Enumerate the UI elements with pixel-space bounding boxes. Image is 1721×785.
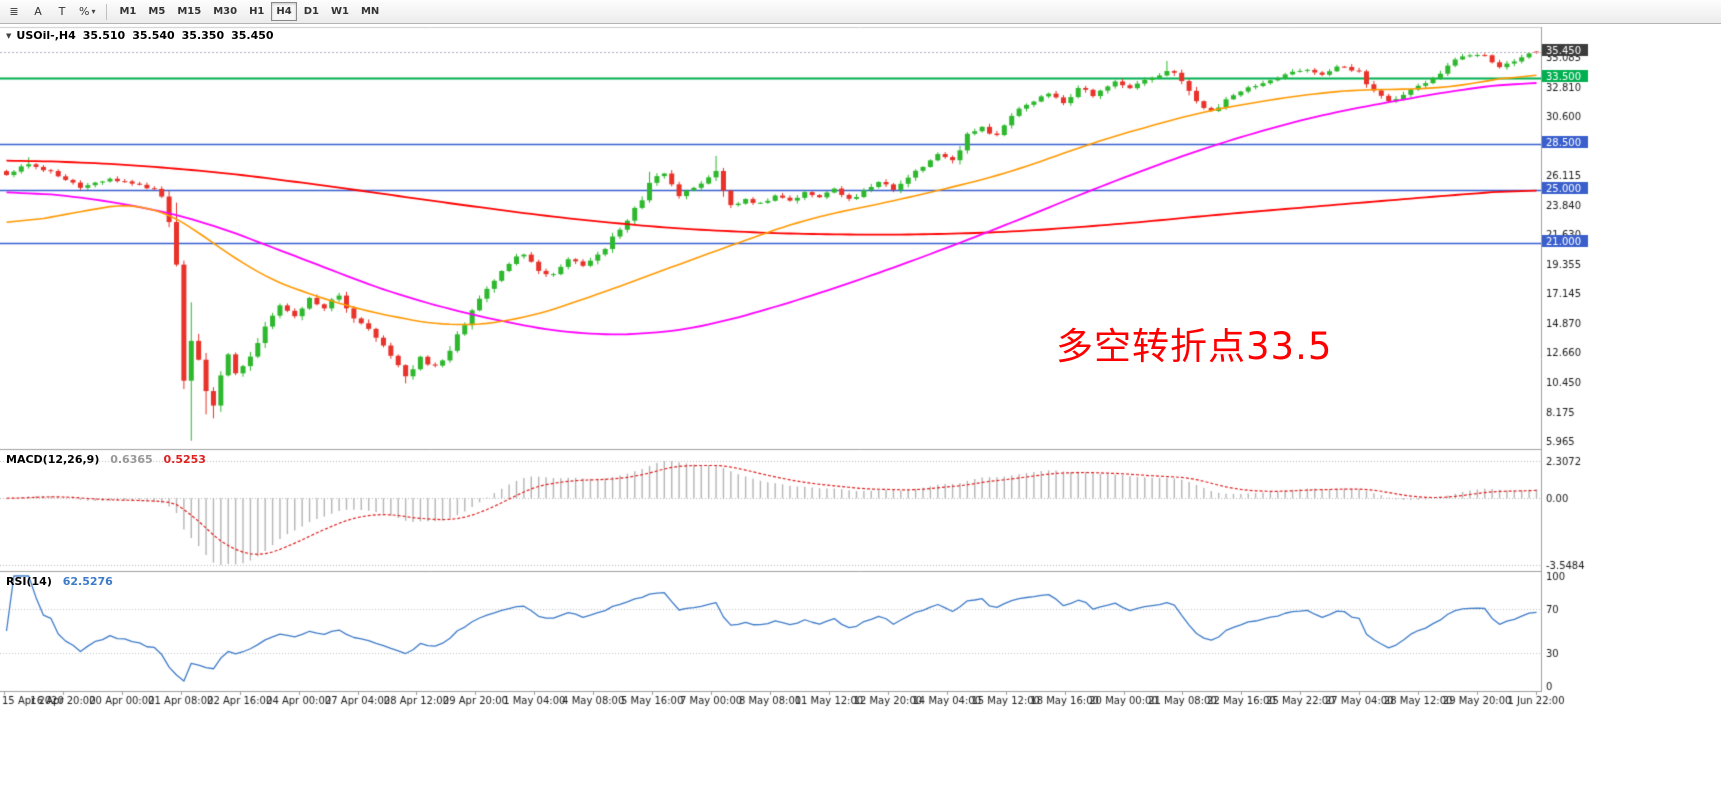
rsi-value: 62.5276	[62, 575, 113, 588]
ohlc-high: 35.540	[132, 29, 175, 42]
text-tool-icon: A	[34, 5, 42, 18]
indicators-button[interactable]: % ▾	[75, 2, 99, 22]
collapse-triangle-icon[interactable]: ▼	[6, 31, 12, 40]
tf-button-d1[interactable]: D1	[299, 2, 324, 21]
ohlc-close: 35.450	[231, 29, 274, 42]
text-tool-button[interactable]: A	[27, 2, 49, 22]
toolbar-separator	[106, 3, 108, 20]
indicators-icon: %	[79, 5, 90, 18]
tf-button-m1[interactable]: M1	[114, 2, 141, 21]
macd-main-value: 0.6365	[110, 453, 153, 466]
macd-name: MACD(12,26,9)	[6, 453, 100, 466]
rsi-indicator-label: RSI(14) 62.5276	[6, 575, 113, 588]
chart-area: ▼ USOil-,H4 35.510 35.540 35.350 35.450 …	[0, 24, 1721, 785]
chart-text-annotation[interactable]: 多空转折点33.5	[1056, 325, 1333, 368]
symbol-timeframe-label: USOil-,H4	[16, 29, 76, 42]
tf-button-m30[interactable]: M30	[208, 2, 242, 21]
macd-indicator-label: MACD(12,26,9) 0.6365 0.5253	[6, 453, 206, 466]
tf-button-m15[interactable]: M15	[172, 2, 206, 21]
top-toolbar: ≣ A T % ▾ M1 M5 M15 M30 H1 H4 D1 W1 MN	[0, 0, 1721, 24]
tf-button-h1[interactable]: H1	[244, 2, 269, 21]
chart-canvas[interactable]	[0, 24, 1721, 785]
tf-button-w1[interactable]: W1	[326, 2, 354, 21]
template-icon: T	[58, 5, 66, 18]
tf-button-m5[interactable]: M5	[143, 2, 170, 21]
template-button[interactable]: T	[51, 2, 73, 22]
chevron-down-icon: ▾	[91, 7, 96, 16]
tf-button-mn[interactable]: MN	[356, 2, 384, 21]
tf-button-h4[interactable]: H4	[271, 2, 297, 21]
macd-signal-value: 0.5253	[163, 453, 206, 466]
ohlc-low: 35.350	[181, 29, 225, 42]
ohlc-open: 35.510	[82, 29, 126, 42]
objects-icon: ≣	[9, 5, 19, 18]
objects-button[interactable]: ≣	[3, 2, 25, 22]
rsi-name: RSI(14)	[6, 575, 52, 588]
chart-symbol-header: ▼ USOil-,H4 35.510 35.540 35.350 35.450	[6, 29, 274, 42]
